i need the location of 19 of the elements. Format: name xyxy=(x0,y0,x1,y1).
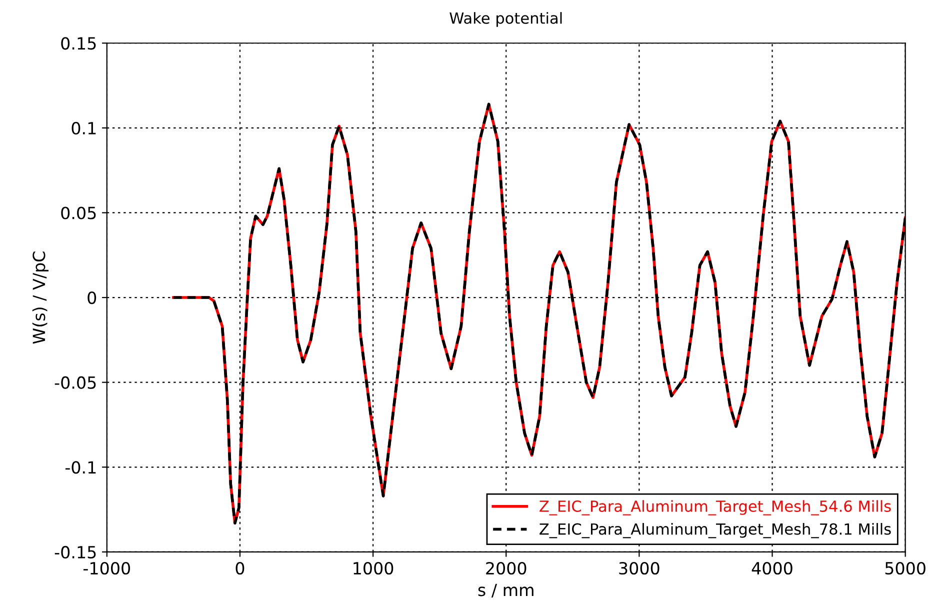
x-tick-label: -1000 xyxy=(84,562,130,575)
legend-label: Z_EIC_Para_Aluminum_Target_Mesh_78.1 Mills xyxy=(540,522,891,538)
y-tick-label: 0.1 xyxy=(72,122,96,134)
x-tick-label: 2000 xyxy=(486,562,526,575)
y-tick-label: 0.05 xyxy=(61,206,96,220)
x-tick-label: 4000 xyxy=(752,562,792,575)
y-tick-label: -0.15 xyxy=(54,546,96,559)
y-tick-label: 0 xyxy=(88,291,96,304)
x-tick-label: 1000 xyxy=(354,562,394,575)
y-tick-label: -0.1 xyxy=(65,461,96,474)
x-axis-title: s / mm xyxy=(478,584,534,598)
legend-label: Z_EIC_Para_Aluminum_Target_Mesh_54.6 Mills xyxy=(540,500,891,516)
y-tick-label: 0.15 xyxy=(61,37,96,50)
chart-title: Wake potential xyxy=(450,12,562,27)
x-tick-label: 3000 xyxy=(619,562,660,575)
y-axis-title: W(s) / V/pC xyxy=(32,252,48,344)
x-tick-label: 0 xyxy=(236,562,244,575)
y-tick-label: -0.05 xyxy=(54,376,96,389)
x-tick-label: 5000 xyxy=(885,562,926,575)
